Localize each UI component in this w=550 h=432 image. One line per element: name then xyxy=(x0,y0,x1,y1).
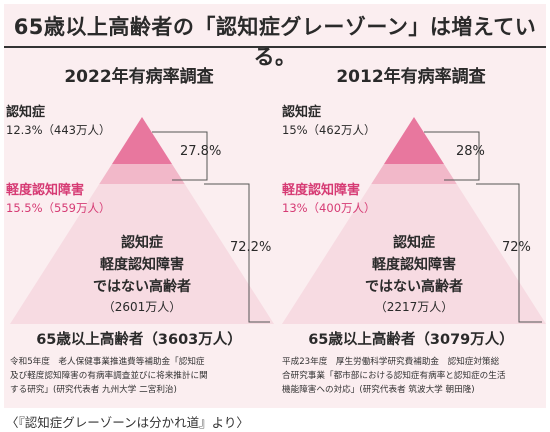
label-normal-line-1: 認知症 xyxy=(393,234,435,251)
bracket-1 xyxy=(424,131,480,181)
source-line-3: する研究」(研究代表者 九州大学 二宮利治) xyxy=(10,383,177,395)
infographic: 65歳以上高齢者の「認知症グレーゾーン」は増えている。 2022年有病率調査認知… xyxy=(4,4,546,408)
source-line-2: 合研究事業「都市部における認知症有病率と認知症の生活 xyxy=(282,369,506,381)
label-normal-line-3: ではない高齢者 xyxy=(365,278,463,295)
layer-dementia xyxy=(112,117,172,164)
value-dementia: 12.3%（443万人） xyxy=(6,123,110,137)
layer-normal xyxy=(10,184,274,324)
bracket-2-label: 72.2% xyxy=(230,240,271,255)
panel-title-1: 2022年有病率調査 xyxy=(64,66,214,87)
bracket-2 xyxy=(476,183,542,323)
label-dementia: 認知症 xyxy=(282,104,321,120)
total-label-1: 65歳以上高齢者（3603万人） xyxy=(36,330,242,348)
bracket-1 xyxy=(152,131,208,181)
bracket-2-label: 72% xyxy=(502,240,531,255)
label-normal-line-2: 軽度認知障害 xyxy=(100,256,184,273)
layer-mci xyxy=(99,164,185,184)
total-label-2: 65歳以上高齢者（3079万人） xyxy=(308,330,514,348)
value-dementia: 15%（462万人） xyxy=(282,123,376,137)
value-mci: 15.5%（559万人） xyxy=(6,201,110,215)
layer-dementia xyxy=(384,117,444,164)
count-normal: （2601万人） xyxy=(103,300,182,314)
count-normal: （2217万人） xyxy=(375,300,454,314)
label-normal-line-1: 認知症 xyxy=(121,234,163,251)
panel-title-2: 2012年有病率調査 xyxy=(336,66,486,87)
label-dementia: 認知症 xyxy=(6,104,45,120)
main-title: 65歳以上高齢者の「認知症グレーゾーン」は増えている。 xyxy=(13,15,537,69)
value-mci: 13%（400万人） xyxy=(282,201,376,215)
bracket-1-label: 28% xyxy=(456,144,485,159)
source-line-2: 及び軽度認知障害の有病率調査並びに将来推計に関 xyxy=(10,369,208,381)
source-caption: 〈『認知症グレーゾーンは分かれ道』より〉 xyxy=(6,415,249,430)
label-mci: 軽度認知障害 xyxy=(6,182,84,198)
label-mci: 軽度認知障害 xyxy=(282,182,360,198)
layer-normal xyxy=(282,184,546,324)
source-line-3: 機能障害への対応」(研究代表者 筑波大学 朝田隆) xyxy=(282,383,475,395)
bracket-1-label: 27.8% xyxy=(180,144,221,159)
source-line-1: 令和5年度 老人保健事業推進費等補助金「認知症 xyxy=(10,355,205,367)
source-line-1: 平成23年度 厚生労働科学研究費補助金 認知症対策総 xyxy=(282,355,500,367)
label-normal-line-3: ではない高齢者 xyxy=(93,278,191,295)
layer-mci xyxy=(371,164,457,184)
title-band: 65歳以上高齢者の「認知症グレーゾーン」は増えている。 xyxy=(4,4,546,69)
label-normal-line-2: 軽度認知障害 xyxy=(372,256,456,273)
bracket-2 xyxy=(204,183,270,323)
